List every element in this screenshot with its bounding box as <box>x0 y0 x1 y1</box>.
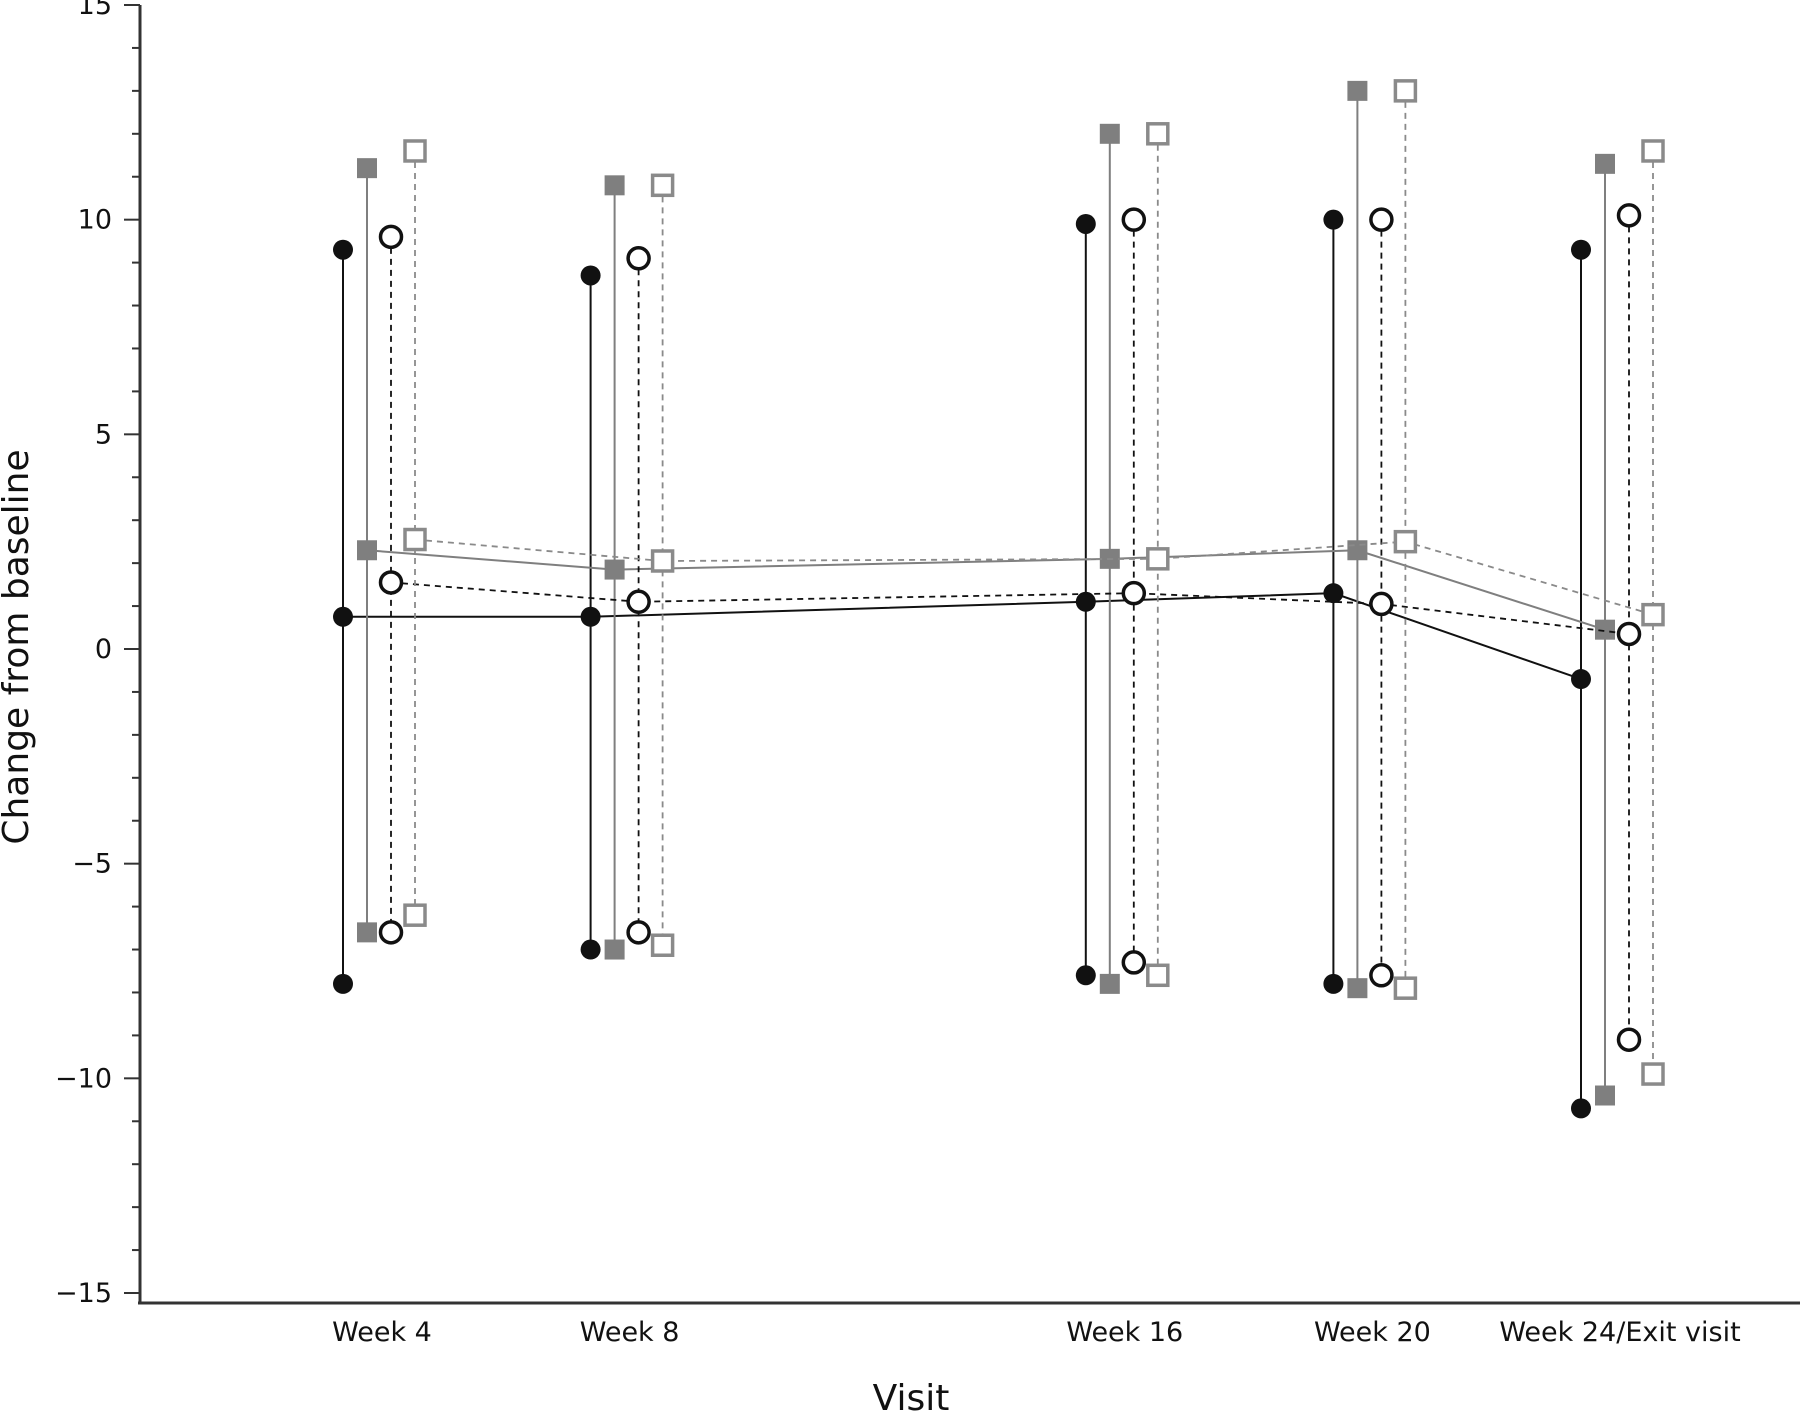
lower-marker <box>1099 973 1120 994</box>
mean-marker <box>1393 529 1418 554</box>
x-tick-label: Week 16 <box>1066 1317 1183 1348</box>
lower-marker <box>604 939 625 960</box>
y-tick-label: 15 <box>78 0 112 21</box>
lower-marker <box>1369 963 1394 988</box>
mean-marker <box>1571 669 1591 690</box>
series-mean-line <box>390 581 1630 635</box>
lower-marker <box>1347 978 1368 999</box>
upper-marker <box>1369 207 1394 232</box>
mean-marker <box>1146 547 1170 571</box>
lower-marker <box>1121 950 1147 975</box>
mean-marker <box>357 540 377 561</box>
upper-marker <box>357 158 377 179</box>
upper-marker <box>403 139 427 163</box>
upper-marker <box>1641 139 1665 163</box>
upper-marker <box>1121 207 1147 232</box>
upper-marker <box>1393 79 1418 103</box>
upper-marker <box>650 173 675 198</box>
y-tick-label: −10 <box>55 1063 112 1094</box>
y-tick-label: −15 <box>55 1278 112 1309</box>
mean-marker <box>333 606 353 627</box>
lower-marker <box>1616 1027 1642 1052</box>
x-ticks: Week 4 Week 8 Week 16 Week 20 Week 24/Exit v… <box>332 1317 1741 1348</box>
y-tick-label: −5 <box>72 849 112 880</box>
y-tick-label: 5 <box>95 419 112 450</box>
upper-marker <box>1595 153 1615 174</box>
series-layer <box>333 79 1665 1119</box>
mean-marker <box>1641 602 1665 627</box>
x-axis-title: Visit <box>873 1378 950 1413</box>
mean-marker <box>650 549 675 573</box>
upper-marker <box>626 246 651 271</box>
upper-marker <box>1075 213 1096 234</box>
lower-marker <box>626 920 651 945</box>
upper-marker <box>1323 209 1344 230</box>
mean-marker <box>1369 591 1394 617</box>
lower-marker <box>1641 1062 1665 1086</box>
lower-marker <box>1393 976 1418 1000</box>
x-tick-label: Week 24/Exit visit <box>1499 1317 1740 1348</box>
mean-marker <box>1595 619 1615 640</box>
lower-marker <box>1075 965 1096 986</box>
y-axis-title: Change from baseline <box>0 449 37 844</box>
upper-marker <box>1146 122 1170 146</box>
mean-marker <box>626 589 651 615</box>
upper-marker <box>580 265 601 286</box>
lower-marker <box>1323 973 1344 994</box>
series-3 <box>378 203 1642 1052</box>
upper-marker <box>333 239 353 260</box>
x-tick-label: Week 4 <box>332 1317 432 1348</box>
y-tick-label: 10 <box>78 205 112 236</box>
series-mean-line <box>414 538 1654 616</box>
upper-marker <box>604 175 625 196</box>
upper-marker <box>378 224 404 250</box>
x-tick-label: Week 8 <box>580 1317 680 1348</box>
upper-marker <box>1571 239 1591 260</box>
lower-marker <box>333 973 353 994</box>
mean-marker <box>378 570 404 595</box>
series-4 <box>403 79 1665 1086</box>
lower-marker <box>580 939 601 960</box>
plot-area: −15 −10 −5 0 5 10 15 Week 4 Week 8 Week 16 Week 2… <box>55 0 1800 1348</box>
mean-marker <box>604 559 625 580</box>
lower-marker <box>378 920 404 945</box>
mean-marker <box>1121 580 1147 606</box>
upper-marker <box>1099 123 1120 144</box>
mean-marker <box>1616 621 1642 647</box>
upper-marker <box>1616 203 1642 228</box>
lower-marker <box>1571 1098 1591 1119</box>
lower-marker <box>357 922 377 943</box>
y-tick-label: 0 <box>95 634 112 665</box>
y-ticks: −15 −10 −5 0 5 10 15 <box>55 0 140 1309</box>
x-tick-label: Week 20 <box>1314 1317 1431 1348</box>
mean-marker <box>1347 540 1368 561</box>
mean-marker <box>580 606 601 627</box>
mean-marker <box>403 527 427 552</box>
lower-marker <box>1595 1085 1615 1106</box>
lower-marker <box>1146 963 1170 988</box>
series-1 <box>333 209 1591 1119</box>
mean-marker <box>1323 583 1344 604</box>
upper-marker <box>1347 80 1368 101</box>
series-2 <box>357 80 1615 1106</box>
lower-marker <box>650 933 675 957</box>
lower-marker <box>403 903 427 927</box>
mean-marker <box>1075 591 1096 612</box>
